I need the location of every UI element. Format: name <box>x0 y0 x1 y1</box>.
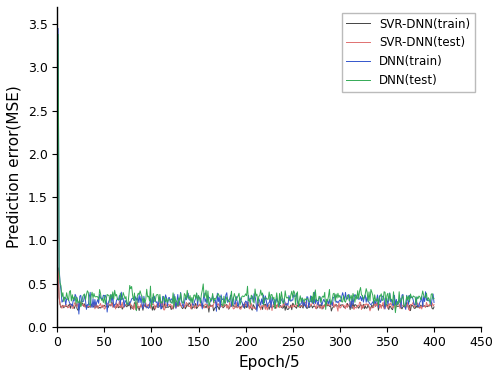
DNN(train) <box>330 303 336 308</box>
DNN(test) <box>431 296 437 300</box>
DNN(train) <box>292 294 298 299</box>
SVR-DNN(train) <box>431 305 437 309</box>
SVR-DNN(test) <box>326 303 332 308</box>
Legend: SVR-DNN(train), SVR-DNN(test), DNN(train), DNN(test): SVR-DNN(train), SVR-DNN(test), DNN(train… <box>342 13 475 92</box>
DNN(test) <box>100 300 106 305</box>
SVR-DNN(test) <box>204 303 210 307</box>
SVR-DNN(train) <box>100 303 106 308</box>
SVR-DNN(test) <box>100 303 106 308</box>
SVR-DNN(test) <box>292 303 298 308</box>
SVR-DNN(train) <box>206 310 212 314</box>
Line: DNN(train): DNN(train) <box>58 29 434 314</box>
DNN(train) <box>178 299 184 303</box>
DNN(train) <box>55 26 61 31</box>
DNN(test) <box>55 32 61 37</box>
SVR-DNN(train) <box>328 302 334 307</box>
DNN(train) <box>102 294 107 298</box>
Y-axis label: Prediction error(MSE): Prediction error(MSE) <box>7 86 22 248</box>
Line: SVR-DNN(train): SVR-DNN(train) <box>58 268 434 312</box>
DNN(test) <box>204 300 210 305</box>
SVR-DNN(test) <box>335 309 341 313</box>
SVR-DNN(test) <box>55 269 61 273</box>
DNN(test) <box>292 291 298 295</box>
DNN(test) <box>178 291 184 295</box>
Line: DNN(test): DNN(test) <box>58 35 434 313</box>
DNN(train) <box>431 300 437 305</box>
DNN(train) <box>205 293 211 298</box>
X-axis label: Epoch/5: Epoch/5 <box>238 355 300 370</box>
DNN(test) <box>326 287 332 292</box>
SVR-DNN(train) <box>292 305 298 309</box>
SVR-DNN(train) <box>178 303 184 308</box>
DNN(train) <box>328 303 334 307</box>
SVR-DNN(test) <box>328 299 334 304</box>
SVR-DNN(train) <box>55 266 61 270</box>
SVR-DNN(test) <box>431 302 437 307</box>
SVR-DNN(train) <box>330 306 336 310</box>
DNN(test) <box>392 310 398 315</box>
SVR-DNN(train) <box>204 303 210 308</box>
DNN(train) <box>76 312 82 316</box>
DNN(test) <box>328 300 334 304</box>
Line: SVR-DNN(test): SVR-DNN(test) <box>58 271 434 311</box>
SVR-DNN(test) <box>178 303 184 307</box>
